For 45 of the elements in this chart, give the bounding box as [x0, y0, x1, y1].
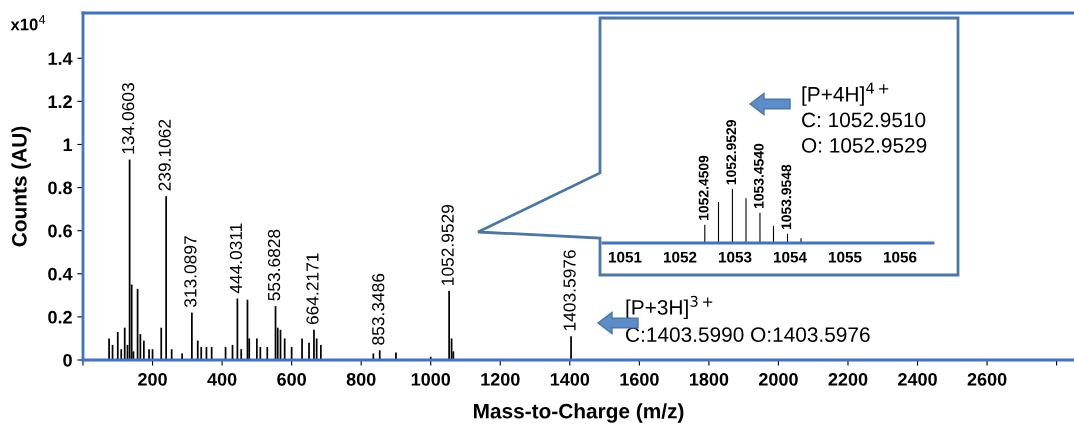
y-tick-label: 0	[63, 353, 72, 367]
x-tick-label: 1600	[620, 372, 659, 386]
y-tick-label: 1	[63, 138, 73, 152]
annotation: 134.0603	[121, 83, 135, 154]
x-tick-label: 1000	[411, 372, 451, 386]
annotation: 1052.9529	[441, 204, 454, 285]
y-tick-label: 0.6	[48, 224, 72, 238]
annotation: 1052.4509	[698, 155, 709, 220]
annotation: 1053.9548	[781, 164, 792, 230]
annotation: 1052.9529	[726, 120, 737, 185]
x-tick-label: 400	[207, 372, 237, 386]
y-tick-label: 1.4	[48, 52, 73, 65]
y-tick-label: 0.4	[48, 267, 73, 281]
x-tick-label: 1056	[883, 251, 917, 263]
x-tick-label: 1054	[773, 251, 807, 263]
x-tick-label: 200	[138, 372, 167, 386]
text: [P+3H]$^{3+}$ C:1403.5990 O:1403.5976	[626, 295, 870, 342]
text: [P+4H]$^{4+}$ C: 1052.9510 O: 1052.9529	[801, 82, 927, 153]
x-tick-label: 2600	[967, 372, 1007, 386]
annotation: 853.3486	[372, 273, 385, 345]
x-tick-label: 800	[346, 372, 376, 386]
x-tick-label: 1052	[663, 251, 697, 263]
x-tick-label: 1800	[689, 372, 729, 386]
x-tick-label: 1051	[608, 251, 642, 263]
x-tick-label: 1200	[481, 372, 520, 386]
annotation: 313.0897	[184, 236, 197, 308]
x-tick-label: 2000	[758, 372, 798, 386]
x-tick-label: 600	[277, 372, 306, 386]
y-tick-label: 0.2	[48, 310, 72, 324]
x-tick-label: 1055	[828, 251, 862, 263]
x-tick-label: 2400	[898, 372, 937, 386]
y-tick-label: 1.2	[48, 95, 72, 108]
y-tick-label: 0.8	[48, 181, 73, 195]
x-tick-label: 1053	[718, 251, 752, 263]
annotation: 553.6828	[267, 229, 281, 301]
annotation: 664.2171	[306, 253, 319, 325]
y-axis-title: Counts (AU)	[11, 126, 31, 247]
x-axis-title: Mass-to-Charge (m/z)	[473, 403, 684, 423]
annotation: 1403.5976	[563, 250, 576, 331]
x-tick-label: 2200	[828, 372, 868, 386]
x-tick-label: 1400	[550, 372, 590, 386]
annotation: 1053.4540	[753, 143, 764, 209]
text: x10$^{4}$	[10, 15, 46, 31]
annotation: 444.0311	[229, 223, 243, 294]
annotation: 239.1062	[158, 119, 171, 191]
